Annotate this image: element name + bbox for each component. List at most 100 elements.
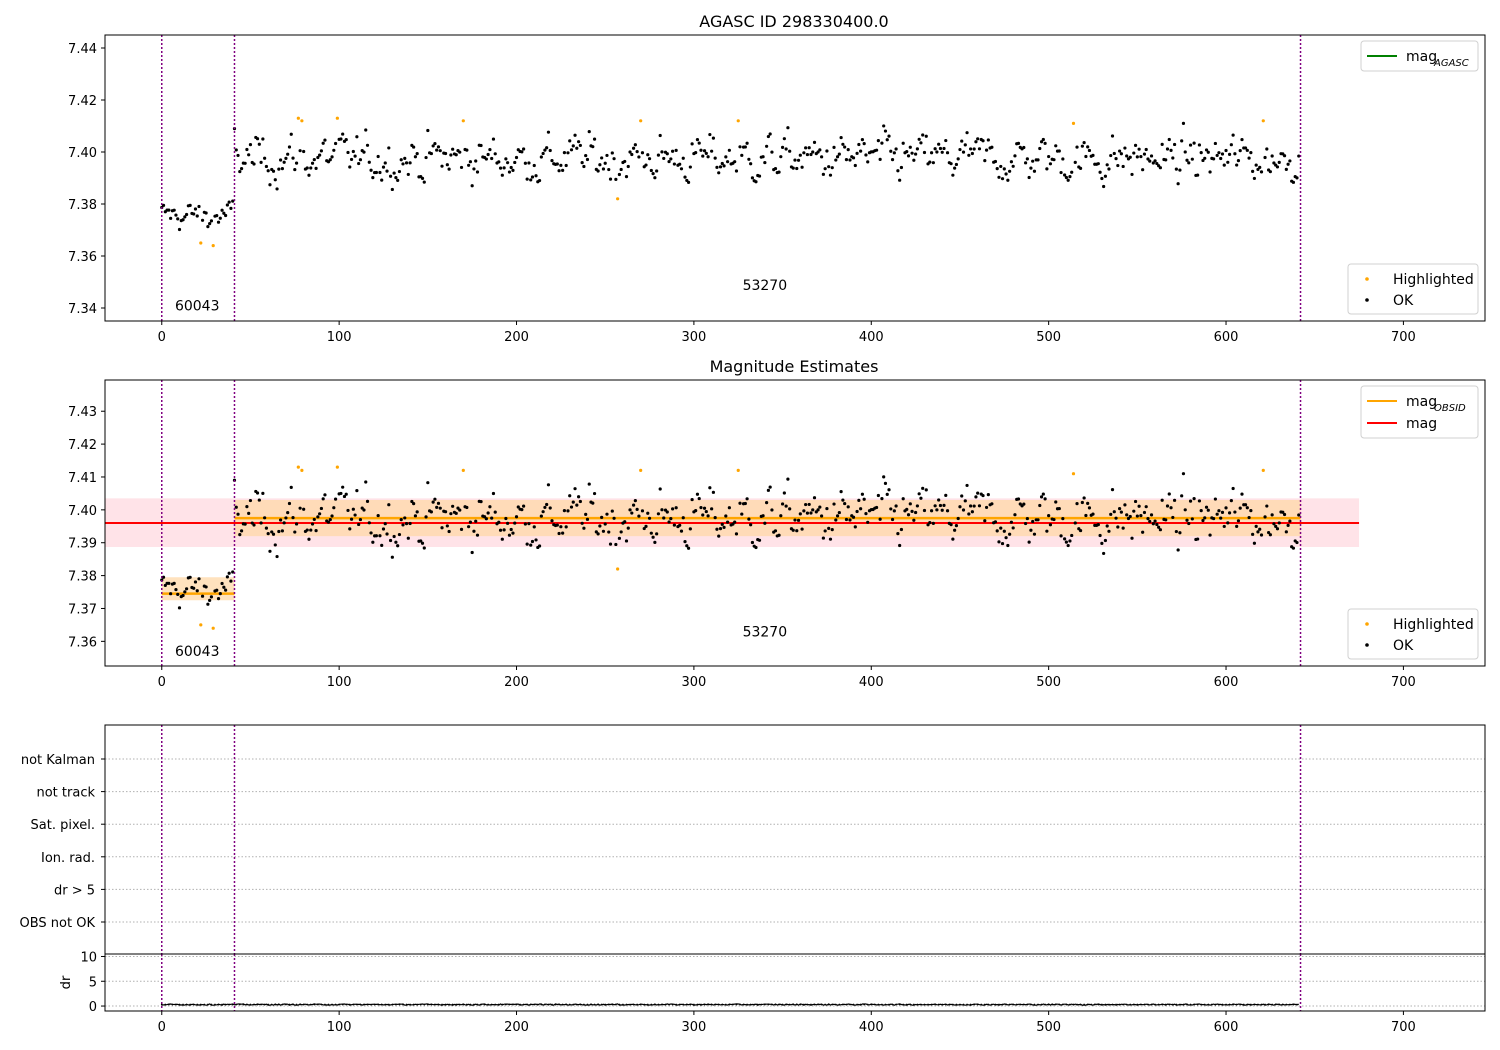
ok-point — [848, 518, 852, 522]
ok-point — [1148, 159, 1152, 163]
ok-point — [1236, 159, 1241, 163]
dr-point — [572, 1003, 575, 1006]
ok-point — [447, 167, 451, 171]
dr-point — [767, 1003, 770, 1006]
dr-point — [778, 1003, 780, 1006]
ok-point — [1231, 486, 1235, 491]
ok-point — [701, 513, 705, 517]
dr-point — [969, 1003, 972, 1006]
ok-point — [163, 583, 167, 588]
dr-point — [873, 1003, 876, 1006]
ok-point — [380, 178, 384, 182]
ok-point — [280, 529, 284, 533]
ok-point — [169, 216, 173, 220]
ok-point — [277, 529, 281, 534]
ok-point — [1045, 167, 1049, 171]
legend-point-swatch — [1365, 277, 1369, 281]
dr-point — [955, 1003, 958, 1006]
ok-point — [933, 147, 937, 151]
ok-point — [1086, 145, 1090, 149]
dr-point — [771, 1003, 773, 1006]
ok-point — [802, 151, 806, 155]
ok-point — [282, 160, 286, 164]
ok-point — [914, 152, 918, 156]
ok-point — [348, 165, 352, 169]
dr-point — [192, 1003, 195, 1006]
ok-point — [1277, 160, 1281, 164]
ok-point — [1187, 161, 1191, 165]
dr-point — [1264, 1003, 1266, 1006]
ok-point — [883, 481, 888, 485]
ok-point — [866, 520, 870, 524]
ok-point — [1190, 517, 1194, 521]
ok-point — [862, 497, 866, 501]
ok-point — [247, 511, 251, 516]
dr-point — [299, 1003, 302, 1006]
ok-point — [631, 503, 636, 507]
ok-point — [1167, 137, 1171, 142]
ok-point — [685, 544, 689, 548]
ok-point — [795, 529, 799, 533]
ok-point — [236, 153, 240, 158]
ok-point — [672, 523, 676, 527]
ok-point — [706, 155, 710, 159]
ok-point — [559, 163, 563, 167]
ok-point — [284, 516, 288, 520]
ok-point — [1235, 524, 1239, 528]
dr-point — [856, 1003, 858, 1006]
ok-point — [534, 174, 538, 178]
dr-point — [1047, 1003, 1050, 1006]
dr-point — [316, 1003, 319, 1006]
dr-point — [1186, 1003, 1188, 1006]
ok-point — [365, 143, 370, 147]
ok-point — [1233, 152, 1237, 156]
ok-point — [915, 504, 919, 508]
ok-point — [454, 511, 458, 515]
ok-point — [298, 149, 302, 153]
ok-point — [940, 508, 944, 512]
ok-point — [624, 174, 629, 179]
ok-point — [397, 532, 402, 537]
dr-point — [930, 1003, 933, 1006]
ok-point — [1181, 121, 1186, 125]
ok-point — [876, 139, 880, 143]
ok-point — [1268, 533, 1272, 537]
ok-point — [523, 161, 527, 165]
ok-point — [406, 536, 410, 540]
dr-point — [792, 1003, 795, 1006]
ok-point — [860, 138, 865, 142]
dr-point — [951, 1003, 954, 1006]
dr-point — [653, 1003, 656, 1006]
ok-point — [282, 521, 286, 525]
ok-point — [807, 146, 811, 150]
ok-point — [798, 512, 802, 516]
dr-point — [831, 1003, 834, 1006]
dr-point — [324, 1003, 326, 1006]
ok-point — [983, 159, 987, 163]
dr-point — [522, 1003, 525, 1006]
dr-point — [966, 1003, 968, 1006]
ok-point — [711, 136, 716, 140]
ok-point — [843, 501, 847, 506]
ok-point — [263, 156, 267, 160]
ok-point — [388, 174, 393, 178]
ok-point — [878, 157, 882, 162]
ok-point — [1251, 169, 1255, 173]
dr-point — [199, 1003, 202, 1006]
dr-point — [558, 1003, 560, 1006]
ok-point — [1036, 518, 1040, 522]
ok-point — [702, 149, 707, 153]
ok-point — [224, 213, 228, 218]
y-tick-label: 7.44 — [68, 42, 97, 57]
ok-point — [493, 152, 497, 156]
ok-point — [287, 145, 292, 149]
ok-point — [961, 150, 966, 154]
dr-point — [852, 1003, 855, 1006]
ok-point — [266, 169, 270, 173]
dr-point — [1079, 1003, 1082, 1006]
ok-point — [782, 491, 786, 495]
ok-point — [832, 145, 836, 150]
highlighted-point — [199, 241, 203, 245]
ok-point — [889, 149, 893, 153]
ok-point — [433, 497, 437, 501]
